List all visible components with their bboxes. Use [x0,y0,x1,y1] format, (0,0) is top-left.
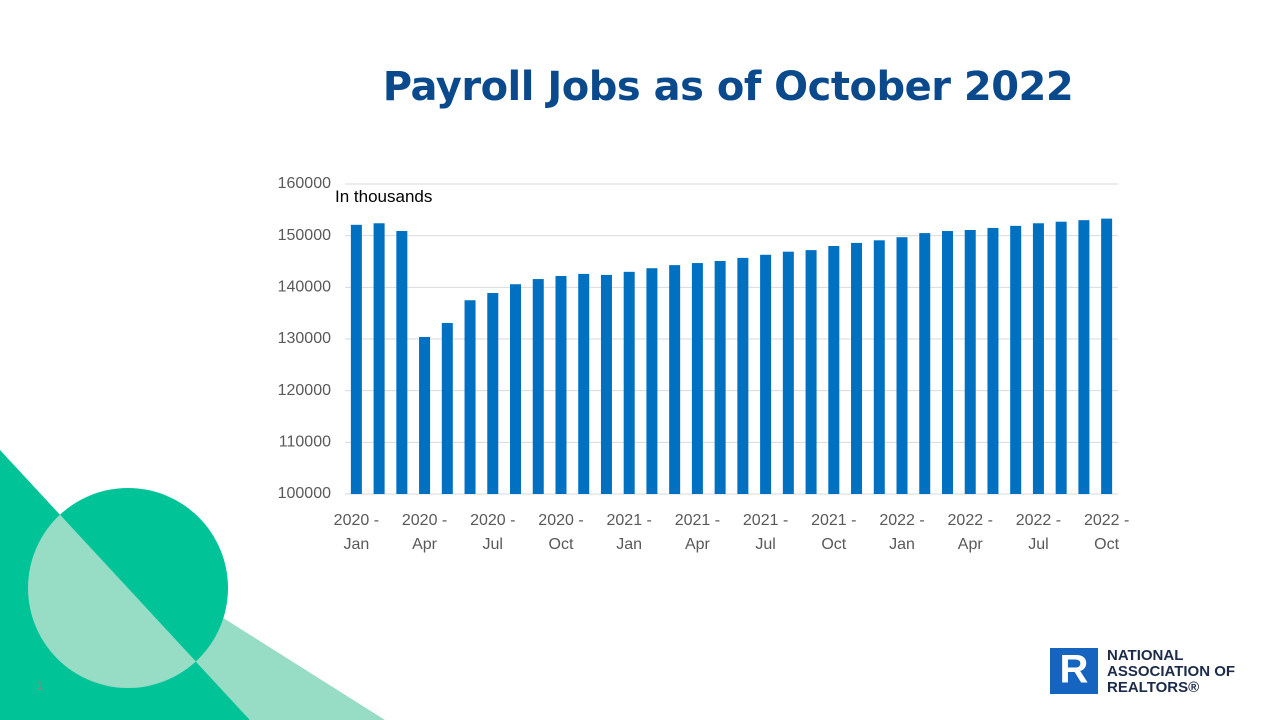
x-tick-label: 2022 - Apr [947,512,993,553]
y-tick-label: 120000 [278,382,331,399]
bar [987,227,999,494]
bar [487,293,499,494]
x-tick-label: 2021 - Jan [606,512,652,553]
bar [464,300,476,494]
x-tick-label: 2022 - Jul [1015,512,1062,553]
bar [1010,225,1022,494]
bar [1055,221,1067,494]
bar [555,275,567,494]
x-tick-label: 2022 - Oct [1083,512,1130,553]
chart-title: Payroll Jobs as of October 2022 [382,64,1074,110]
logo-text: NATIONAL ASSOCIATION OF REALTORS® [1107,647,1236,696]
bar [510,284,522,494]
bar [737,257,749,494]
bar [419,336,431,494]
logo-mark [1050,648,1098,694]
bar [691,263,703,494]
y-tick-label: 150000 [278,227,331,244]
bar [828,246,840,494]
bar [714,260,726,494]
x-tick-label: 2021 - Apr [674,512,721,553]
y-tick-label: 160000 [278,175,331,192]
bar [623,271,635,494]
bar [1032,223,1044,494]
x-tick-label: 2020 - Oct [538,512,584,553]
x-tick-label: 2022 - Jan [879,512,925,553]
bar [851,242,863,494]
bar [600,274,612,494]
y-tick-label: 100000 [278,485,331,502]
bar [1101,218,1113,494]
bar [964,229,976,494]
bar [350,224,362,495]
bar [396,231,408,494]
bar [578,273,590,494]
y-tick-label: 140000 [278,279,331,296]
bar [1078,220,1090,494]
bar [919,233,931,495]
bar [896,237,908,494]
x-tick-label: 2020 - Jul [470,512,516,553]
bar [760,254,772,494]
bar [873,240,885,494]
x-tick-label: 2021 - Jul [742,512,789,553]
bar [782,251,794,494]
x-tick-label: 2020 - Jan [333,512,380,553]
bar [805,250,817,494]
y-tick-label: 110000 [279,434,331,451]
slide-number: 1 [36,678,44,693]
logo-letter: R [1060,648,1089,692]
bar [646,268,658,494]
bar [441,322,453,494]
bar [669,265,681,494]
x-tick-label: 2020 - Apr [401,512,448,553]
bar [373,223,385,494]
x-tick-label: 2021 - Oct [811,512,857,553]
annotation: In thousands [335,187,433,206]
y-tick-label: 130000 [278,330,331,347]
bar [941,231,953,494]
bar [532,279,544,494]
